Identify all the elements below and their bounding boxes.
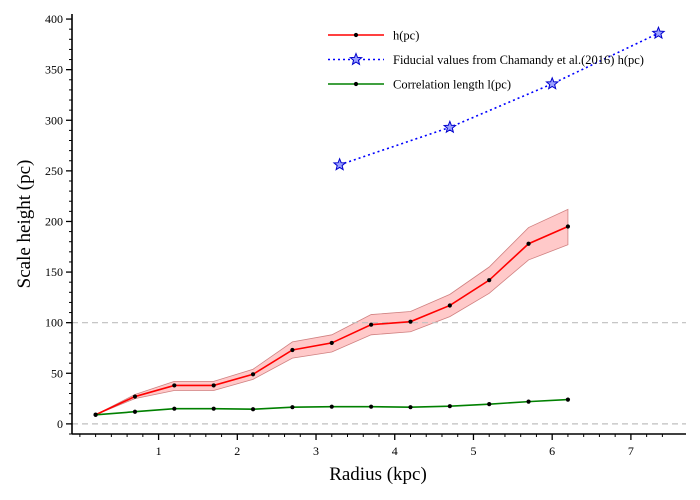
series-2-point-1 (332, 157, 347, 171)
legend-label-1: h(pc) (393, 29, 419, 43)
axes (71, 14, 686, 435)
x-tick-label-2: 2 (234, 444, 240, 458)
series-markers (93, 25, 666, 417)
y-tick-label-300: 300 (45, 113, 63, 127)
y-tick-label-250: 250 (45, 164, 63, 178)
y-axis-title: Scale height (pc) (14, 160, 35, 289)
y-tick-label-350: 350 (45, 63, 63, 77)
series-1-point-5 (250, 372, 256, 377)
series-1-point-13 (565, 224, 571, 229)
series-3-point-7 (329, 404, 334, 409)
series-2-point-3 (545, 76, 560, 90)
series-2-point-2 (442, 119, 457, 134)
y-tick-label-50: 50 (51, 366, 63, 380)
series-3-point-6 (290, 405, 295, 410)
series-1-point-6 (290, 347, 295, 353)
y-tick-label-200: 200 (45, 214, 63, 228)
series-1-point-2 (132, 394, 138, 399)
y-tick-label-150: 150 (45, 265, 63, 279)
error-bands (95, 208, 569, 416)
x-tick-label-4: 4 (392, 444, 398, 458)
y-tick-label-100: 100 (45, 316, 63, 330)
x-tick-label-6: 6 (549, 444, 555, 458)
series-3-point-2 (132, 409, 138, 414)
series-3-point-5 (250, 407, 256, 412)
series-1-point-7 (329, 340, 334, 346)
series-2-point-4 (651, 25, 666, 40)
series-3-point-12 (526, 399, 531, 404)
x-axis-title: Radius (kpc) (329, 464, 427, 485)
series-2-line (339, 32, 659, 166)
series-3-point-1 (93, 412, 98, 417)
series-1-point-12 (526, 241, 531, 246)
series-3-point-10 (447, 404, 452, 409)
series-3-point-8 (369, 404, 374, 409)
y-tick-label-0: 0 (57, 417, 63, 431)
series-1-point-9 (408, 319, 413, 324)
series-1-band (95, 208, 569, 416)
legend-marker-2 (348, 52, 364, 66)
series-1-point-3 (172, 383, 177, 388)
reference-lines (72, 322, 686, 425)
series-3-point-4 (211, 406, 216, 411)
x-tick-label-1: 1 (156, 444, 162, 458)
legend-label-3: Correlation length l(pc) (393, 78, 511, 92)
series-1-point-8 (369, 322, 374, 327)
legend-marker-3 (353, 81, 359, 87)
series-3-point-13 (565, 397, 571, 402)
series-3-point-9 (408, 405, 413, 410)
x-tick-label-5: 5 (470, 444, 476, 458)
series-3-point-3 (172, 406, 177, 411)
ticks: 1 2 3 4 5 6 7 0 50 100 150 200 250 300 350 400 (45, 12, 663, 458)
series-3-point-11 (487, 402, 492, 407)
x-tick-label-3: 3 (313, 444, 319, 458)
series-lines (95, 32, 659, 416)
legend: h(pc) Fiducial values from Chamandy et al… (328, 29, 644, 92)
series-1-point-10 (447, 303, 452, 308)
legend-label-2: Fiducial values from Chamandy et al.(201… (393, 53, 644, 67)
y-tick-label-400: 400 (45, 12, 63, 26)
x-tick-label-7: 7 (628, 444, 634, 458)
series-1-point-4 (211, 383, 216, 388)
legend-marker-1 (353, 32, 359, 38)
series-1-point-11 (487, 278, 492, 283)
